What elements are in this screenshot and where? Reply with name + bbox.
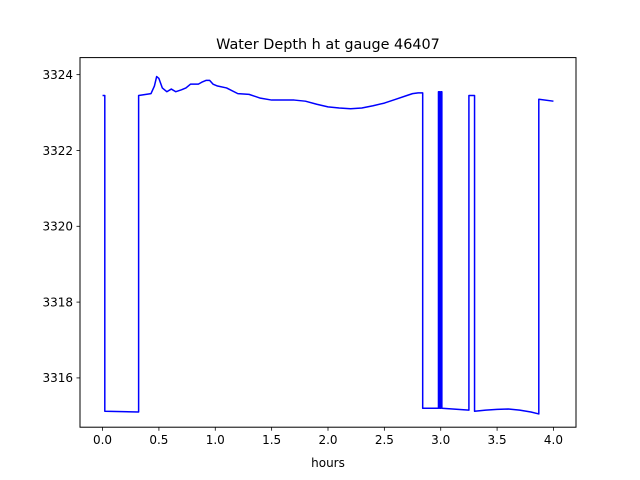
x-tick-label: 3.0 [431, 433, 450, 447]
series-line-0 [102, 75, 554, 415]
y-tick-label: 3324 [42, 68, 73, 82]
y-axis: 3316 3318 3320 3322 3324 [42, 68, 80, 385]
data-layer [102, 75, 554, 415]
chart-title: Water Depth h at gauge 46407 [216, 37, 440, 53]
y-tick-label: 3316 [42, 371, 73, 385]
x-tick-label: 0.0 [93, 433, 112, 447]
y-tick-label: 3320 [42, 220, 73, 234]
x-axis-label: hours [311, 456, 345, 470]
x-tick-label: 4.0 [544, 433, 563, 447]
x-tick-label: 0.5 [149, 433, 168, 447]
x-tick-label: 2.0 [318, 433, 337, 447]
y-tick-label: 3322 [42, 144, 73, 158]
x-axis: 0.0 0.5 1.0 1.5 2.0 2.5 3.0 3.5 4.0 [93, 427, 563, 447]
x-tick-label: 1.0 [206, 433, 225, 447]
x-tick-label: 2.5 [375, 433, 394, 447]
x-tick-label: 3.5 [488, 433, 507, 447]
x-tick-label: 1.5 [262, 433, 281, 447]
y-tick-label: 3318 [42, 295, 73, 309]
